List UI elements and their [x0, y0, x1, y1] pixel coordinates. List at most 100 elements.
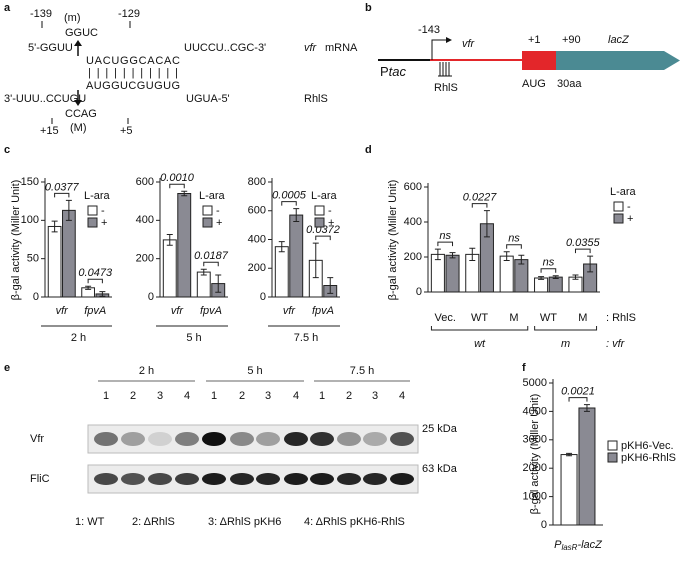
blot-band: [175, 473, 199, 485]
error-bar: [85, 285, 92, 290]
y-tick-label: 400: [404, 216, 422, 228]
blot-band: [390, 432, 414, 446]
blot-band: [310, 432, 334, 446]
blot-band: [284, 473, 308, 485]
error-bar: [587, 255, 594, 273]
error-bar: [449, 252, 456, 259]
lane-legend: 2: ΔRhlS: [132, 516, 175, 528]
bar: [445, 254, 460, 293]
blot-band: [148, 473, 172, 485]
error-bar: [583, 404, 590, 412]
marker-label: 25 kDa: [422, 423, 458, 435]
significance-bracket: [574, 248, 591, 254]
y-tick-label: 600: [404, 181, 422, 193]
significance-bracket: [87, 278, 103, 284]
blot-strip: [87, 424, 419, 454]
x-axis-label: PlasR-lacZ: [554, 539, 603, 552]
y-tick-label: 200: [404, 251, 422, 263]
promoter-label: Ptac: [380, 64, 407, 79]
legend-label: -: [627, 201, 631, 213]
panel-letter: a: [4, 2, 11, 14]
rhls-site: [438, 62, 452, 77]
y-tick-label: 800: [248, 176, 266, 188]
chart-title: 7.5 h: [294, 332, 318, 344]
error-bar: [293, 208, 300, 223]
lane-label: 1: [319, 390, 325, 402]
row-label: : RhlS: [606, 312, 636, 324]
sequence-text: vfr: [304, 42, 318, 54]
sequence-text: 5'-GGUU: [28, 42, 73, 54]
lane-label: 3: [372, 390, 378, 402]
significance-bracket: [203, 261, 219, 267]
lane-legend: 1: WT: [75, 516, 105, 528]
chart-title: 2 h: [71, 332, 86, 344]
p-value: 0.0005: [272, 190, 307, 202]
blot-band: [363, 473, 387, 485]
error-bar: [99, 291, 106, 297]
legend-swatch: [607, 452, 618, 463]
lane-legend: 3: ΔRhlS pKH6: [208, 516, 281, 528]
p-value: ns: [508, 233, 520, 245]
legend-swatch: [613, 213, 624, 224]
legend-label: -: [101, 205, 105, 217]
x-tick-label: vfr: [56, 305, 70, 317]
group-label: wt: [474, 338, 486, 350]
error-bar: [572, 274, 579, 280]
x-label-main: P: [554, 539, 562, 551]
y-tick-label: 5000: [523, 377, 547, 389]
y-tick-label: 50: [27, 253, 39, 265]
error-bar: [278, 241, 285, 253]
error-bar: [566, 452, 573, 457]
sequence-text: 3'-UUU..CCUGU: [4, 93, 86, 105]
lane-label: 2: [346, 390, 352, 402]
bar: [47, 225, 62, 298]
error-bar: [181, 190, 188, 197]
p-value: ns: [439, 230, 451, 242]
error-bar: [166, 234, 173, 246]
y-tick-label: 0: [148, 291, 154, 303]
error-bar: [312, 242, 319, 279]
error-bar: [215, 274, 222, 293]
bar: [499, 255, 514, 293]
error-bar: [538, 276, 545, 280]
lane-label: 1: [211, 390, 217, 402]
bar: [560, 454, 578, 526]
y-axis-label: β-gal activity (Miller Unit): [10, 180, 22, 301]
significance-bracket: [54, 192, 70, 198]
blot-band: [94, 432, 118, 446]
blot-band: [230, 432, 254, 446]
time-label: 5 h: [247, 365, 262, 377]
sequence-text: UGUA-5': [186, 93, 230, 105]
y-tick-label: 0: [541, 519, 547, 531]
y-tick-label: 150: [21, 176, 39, 188]
row-label: FliC: [30, 473, 50, 485]
bar: [534, 277, 549, 293]
blot-band: [121, 432, 145, 446]
length-label: 30aa: [557, 78, 582, 90]
y-tick-label: 600: [136, 176, 154, 188]
significance-bracket: [281, 201, 297, 206]
lane-label: 1: [103, 390, 109, 402]
row-label: : vfr: [606, 338, 626, 350]
sequence-text: (M): [70, 122, 87, 134]
blot-band: [148, 432, 172, 446]
x-label-sub: lasR: [561, 543, 577, 552]
p-value: 0.0227: [463, 192, 498, 204]
vfr-30aa-box: [522, 51, 556, 70]
sequence-text: UUCCU..CGC-3': [184, 42, 266, 54]
x-tick-label: fpvA: [200, 305, 222, 317]
x-tick-label: fpvA: [312, 305, 334, 317]
lane-label: 4: [399, 390, 405, 402]
legend-swatch: [314, 205, 325, 216]
position-label: +90: [562, 34, 581, 46]
y-tick-label: 100: [21, 214, 39, 226]
blot-band: [390, 473, 414, 485]
x-tick-label: fpvA: [84, 305, 106, 317]
y-tick-label: 200: [136, 253, 154, 265]
gene-label: lacZ: [608, 34, 630, 46]
axis: [552, 379, 603, 526]
error-bar: [469, 247, 476, 261]
lane-label: 2: [130, 390, 136, 402]
x-tick-label: WT: [471, 312, 488, 324]
x-tick-label: M: [578, 312, 587, 324]
